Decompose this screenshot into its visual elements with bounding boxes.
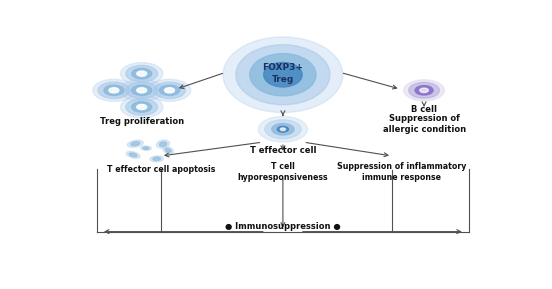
Ellipse shape <box>150 156 163 162</box>
Text: B cell: B cell <box>411 105 437 114</box>
Ellipse shape <box>265 120 301 139</box>
Ellipse shape <box>126 82 158 99</box>
Ellipse shape <box>141 146 151 150</box>
Ellipse shape <box>120 63 163 85</box>
Ellipse shape <box>153 157 161 160</box>
Text: T cell
hyporesponsiveness: T cell hyporesponsiveness <box>237 162 328 182</box>
Ellipse shape <box>148 79 190 101</box>
Ellipse shape <box>264 62 302 87</box>
Ellipse shape <box>143 147 149 149</box>
Ellipse shape <box>156 140 170 148</box>
Ellipse shape <box>415 86 433 95</box>
Ellipse shape <box>404 80 444 101</box>
Ellipse shape <box>163 147 173 154</box>
Ellipse shape <box>132 102 152 112</box>
Ellipse shape <box>137 71 147 76</box>
Ellipse shape <box>420 88 428 92</box>
Ellipse shape <box>120 96 163 118</box>
Ellipse shape <box>223 37 343 113</box>
Ellipse shape <box>160 85 179 95</box>
Ellipse shape <box>132 85 152 95</box>
Ellipse shape <box>132 68 152 79</box>
Ellipse shape <box>98 82 130 99</box>
Ellipse shape <box>166 149 171 152</box>
Ellipse shape <box>126 65 158 82</box>
Ellipse shape <box>277 126 289 132</box>
Ellipse shape <box>137 104 147 110</box>
Text: Treg proliferation: Treg proliferation <box>100 117 184 126</box>
Ellipse shape <box>128 140 144 147</box>
Ellipse shape <box>109 88 119 93</box>
Ellipse shape <box>137 88 147 93</box>
Ellipse shape <box>120 79 163 101</box>
Ellipse shape <box>126 99 158 115</box>
Ellipse shape <box>258 116 307 142</box>
Ellipse shape <box>164 88 174 93</box>
Text: Suppression of
allergic condition: Suppression of allergic condition <box>383 114 466 134</box>
Ellipse shape <box>153 82 185 99</box>
Text: T effector cell: T effector cell <box>250 146 316 155</box>
Ellipse shape <box>280 128 285 131</box>
Ellipse shape <box>250 53 316 96</box>
Ellipse shape <box>236 45 330 105</box>
Text: FOXP3+
Treg: FOXP3+ Treg <box>262 63 304 84</box>
Ellipse shape <box>160 142 167 147</box>
Ellipse shape <box>104 85 124 95</box>
Ellipse shape <box>272 123 294 135</box>
Ellipse shape <box>408 82 439 98</box>
Text: ● Immunosuppression ●: ● Immunosuppression ● <box>225 222 341 231</box>
Ellipse shape <box>131 142 140 146</box>
Text: Suppression of inflammatory
immune response: Suppression of inflammatory immune respo… <box>337 162 466 182</box>
Ellipse shape <box>126 151 140 158</box>
Ellipse shape <box>93 79 135 101</box>
Text: T effector cell apoptosis: T effector cell apoptosis <box>107 165 215 174</box>
Ellipse shape <box>129 153 137 157</box>
